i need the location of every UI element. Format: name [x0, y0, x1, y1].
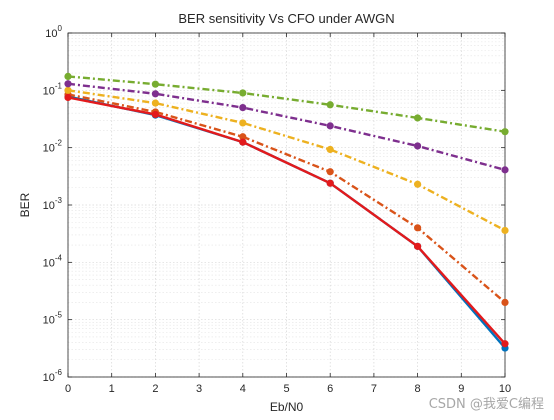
- x-tick-label: 0: [65, 383, 71, 395]
- data-point: [501, 166, 509, 174]
- series-4: [64, 80, 509, 174]
- y-tick-label: 100: [45, 24, 62, 40]
- data-point: [501, 340, 509, 348]
- x-axis-label: Eb/N0: [270, 400, 304, 414]
- axis-ticks: 0 1 2 3 4 5 6 7 8 9 10 100 10-1 10-2 10-3 10-4 10-5 10-6: [43, 24, 512, 395]
- data-point: [501, 298, 509, 307]
- series-3: [64, 86, 509, 235]
- series-5: [64, 72, 509, 136]
- data-point: [151, 110, 159, 119]
- data-point: [239, 89, 247, 97]
- data-point: [326, 145, 334, 154]
- data-point: [414, 114, 422, 122]
- data-point: [239, 133, 247, 141]
- data-point: [414, 224, 422, 232]
- y-axis-label: BER: [18, 192, 32, 217]
- data-point: [501, 226, 509, 235]
- series-line: [67, 96, 506, 345]
- data-point: [414, 142, 422, 150]
- series-line: [67, 75, 506, 133]
- x-tick-label: 5: [283, 383, 289, 395]
- x-tick-label: 7: [371, 383, 377, 395]
- chart-title: BER sensitivity Vs CFO under AWGN: [178, 11, 394, 26]
- x-tick-label: 1: [109, 383, 115, 395]
- data-point: [414, 180, 422, 188]
- data-point: [151, 90, 159, 98]
- y-tick-label: 10-3: [43, 196, 63, 212]
- data-point: [326, 179, 334, 187]
- watermark: CSDN @我爱C编程: [428, 397, 544, 412]
- series-line: [67, 89, 506, 232]
- series-lines: [64, 72, 509, 352]
- x-tick-label: 10: [499, 383, 511, 395]
- grid: [67, 32, 506, 378]
- data-point: [239, 103, 247, 112]
- y-tick-label: 10-1: [43, 81, 63, 97]
- data-point: [326, 101, 334, 109]
- data-point: [326, 168, 334, 176]
- x-tick-label: 2: [152, 383, 158, 395]
- data-point: [151, 80, 159, 88]
- y-tick-label: 10-2: [43, 139, 63, 155]
- data-point: [239, 138, 247, 146]
- data-point: [414, 242, 422, 250]
- x-tick-label: 6: [327, 383, 333, 395]
- data-point: [64, 93, 72, 102]
- data-point: [151, 99, 159, 107]
- y-tick-label: 10-5: [43, 311, 63, 327]
- data-point: [501, 128, 509, 136]
- series-line: [67, 93, 506, 304]
- data-point: [64, 86, 72, 94]
- y-tick-label: 10-4: [43, 253, 63, 269]
- x-tick-label: 4: [240, 383, 246, 395]
- y-tick-label: 10-6: [43, 368, 63, 384]
- x-tick-label: 8: [415, 383, 421, 395]
- x-tick-label: 9: [458, 383, 464, 395]
- series-line: [67, 82, 506, 172]
- data-point: [64, 72, 72, 80]
- x-tick-label: 3: [196, 383, 202, 395]
- data-point: [64, 80, 72, 88]
- series-6: [64, 93, 509, 348]
- data-point: [239, 119, 247, 127]
- data-point: [326, 122, 334, 130]
